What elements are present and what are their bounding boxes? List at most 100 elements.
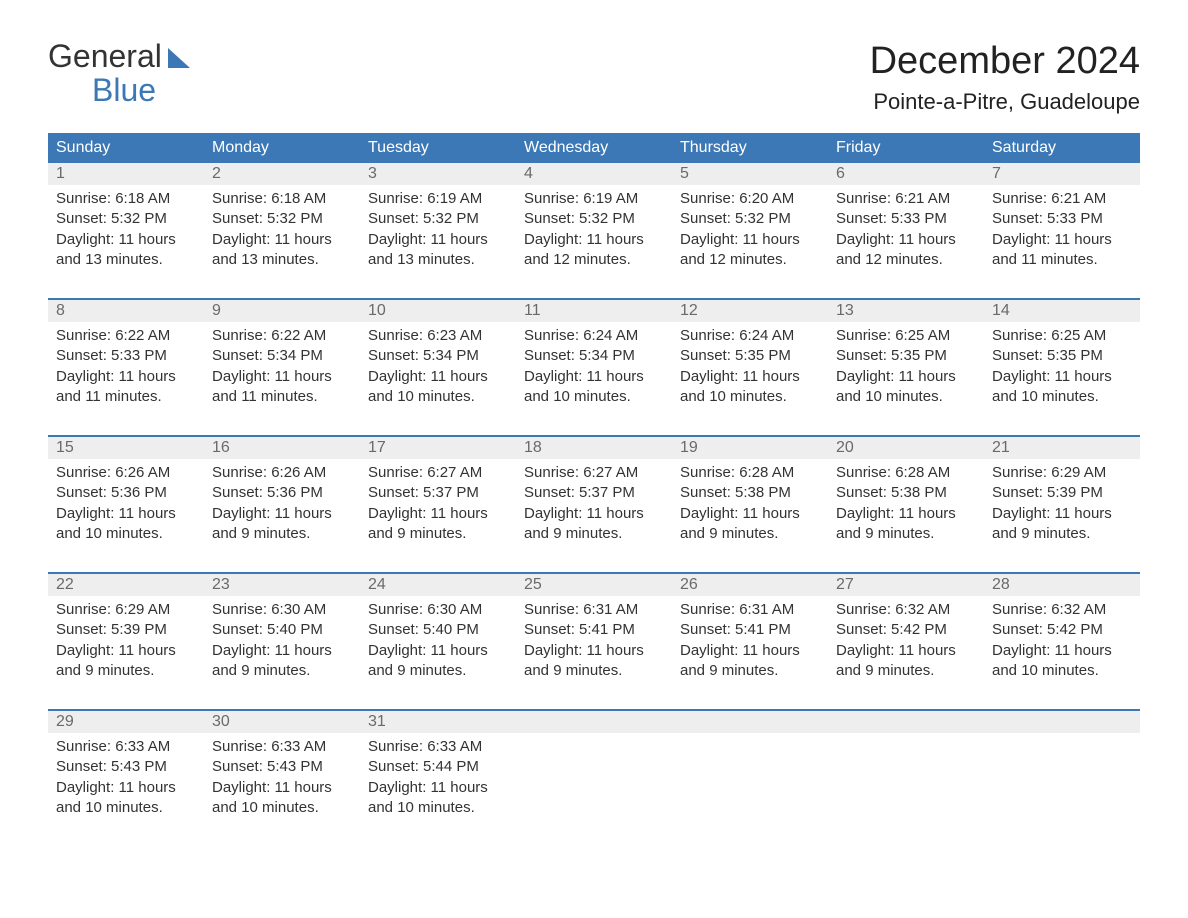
- day-number-cell: 28: [984, 574, 1140, 596]
- day-info-row: Sunrise: 6:22 AMSunset: 5:33 PMDaylight:…: [48, 322, 1140, 436]
- day-info-cell: Sunrise: 6:18 AMSunset: 5:32 PMDaylight:…: [204, 185, 360, 299]
- day-info-cell: Sunrise: 6:24 AMSunset: 5:35 PMDaylight:…: [672, 322, 828, 436]
- flag-icon: [168, 46, 192, 68]
- daylight-line: Daylight: 11 hours and 9 minutes.: [212, 504, 352, 545]
- day-info-cell: Sunrise: 6:19 AMSunset: 5:32 PMDaylight:…: [516, 185, 672, 299]
- sunset-line: Sunset: 5:37 PM: [524, 483, 664, 503]
- daylight-line: Daylight: 11 hours and 11 minutes.: [992, 230, 1132, 271]
- sunset-line: Sunset: 5:36 PM: [212, 483, 352, 503]
- day-header: Sunday: [48, 133, 204, 163]
- day-info-cell: [516, 733, 672, 846]
- sunrise-line: Sunrise: 6:19 AM: [368, 189, 508, 209]
- daylight-line: Daylight: 11 hours and 11 minutes.: [212, 367, 352, 408]
- daylight-line: Daylight: 11 hours and 9 minutes.: [836, 641, 976, 682]
- day-number-cell: 1: [48, 163, 204, 185]
- day-info-cell: [828, 733, 984, 846]
- day-info-cell: Sunrise: 6:22 AMSunset: 5:33 PMDaylight:…: [48, 322, 204, 436]
- daylight-line: Daylight: 11 hours and 13 minutes.: [56, 230, 196, 271]
- sunrise-line: Sunrise: 6:22 AM: [56, 326, 196, 346]
- day-info-cell: Sunrise: 6:18 AMSunset: 5:32 PMDaylight:…: [48, 185, 204, 299]
- day-info-cell: Sunrise: 6:27 AMSunset: 5:37 PMDaylight:…: [516, 459, 672, 573]
- daylight-line: Daylight: 11 hours and 9 minutes.: [992, 504, 1132, 545]
- day-info-cell: Sunrise: 6:21 AMSunset: 5:33 PMDaylight:…: [828, 185, 984, 299]
- day-number-cell: 20: [828, 437, 984, 459]
- day-info-cell: Sunrise: 6:24 AMSunset: 5:34 PMDaylight:…: [516, 322, 672, 436]
- title-block: December 2024 Pointe-a-Pitre, Guadeloupe: [870, 40, 1140, 115]
- daylight-line: Daylight: 11 hours and 11 minutes.: [56, 367, 196, 408]
- day-number-cell: 19: [672, 437, 828, 459]
- daylight-line: Daylight: 11 hours and 10 minutes.: [992, 641, 1132, 682]
- daylight-line: Daylight: 11 hours and 12 minutes.: [836, 230, 976, 271]
- sunset-line: Sunset: 5:42 PM: [992, 620, 1132, 640]
- day-number-cell: 10: [360, 300, 516, 322]
- sunrise-line: Sunrise: 6:20 AM: [680, 189, 820, 209]
- sunset-line: Sunset: 5:42 PM: [836, 620, 976, 640]
- sunset-line: Sunset: 5:39 PM: [992, 483, 1132, 503]
- sunset-line: Sunset: 5:38 PM: [680, 483, 820, 503]
- day-header-row: SundayMondayTuesdayWednesdayThursdayFrid…: [48, 133, 1140, 163]
- daylight-line: Daylight: 11 hours and 9 minutes.: [212, 641, 352, 682]
- daylight-line: Daylight: 11 hours and 12 minutes.: [524, 230, 664, 271]
- sunrise-line: Sunrise: 6:27 AM: [368, 463, 508, 483]
- day-number-cell: [516, 711, 672, 733]
- day-info-cell: Sunrise: 6:26 AMSunset: 5:36 PMDaylight:…: [48, 459, 204, 573]
- daylight-line: Daylight: 11 hours and 9 minutes.: [524, 504, 664, 545]
- sunrise-line: Sunrise: 6:33 AM: [368, 737, 508, 757]
- sunset-line: Sunset: 5:43 PM: [56, 757, 196, 777]
- brand-logo: General Blue: [48, 40, 192, 107]
- day-info-cell: Sunrise: 6:20 AMSunset: 5:32 PMDaylight:…: [672, 185, 828, 299]
- daylight-line: Daylight: 11 hours and 10 minutes.: [56, 504, 196, 545]
- sunset-line: Sunset: 5:32 PM: [56, 209, 196, 229]
- sunrise-line: Sunrise: 6:30 AM: [368, 600, 508, 620]
- day-info-cell: [984, 733, 1140, 846]
- sunrise-line: Sunrise: 6:25 AM: [836, 326, 976, 346]
- sunset-line: Sunset: 5:34 PM: [524, 346, 664, 366]
- sunrise-line: Sunrise: 6:28 AM: [680, 463, 820, 483]
- calendar-thead: SundayMondayTuesdayWednesdayThursdayFrid…: [48, 133, 1140, 163]
- sunrise-line: Sunrise: 6:28 AM: [836, 463, 976, 483]
- location-label: Pointe-a-Pitre, Guadeloupe: [870, 89, 1140, 115]
- day-number-cell: 25: [516, 574, 672, 596]
- day-number-cell: 4: [516, 163, 672, 185]
- day-info-cell: Sunrise: 6:27 AMSunset: 5:37 PMDaylight:…: [360, 459, 516, 573]
- day-number-cell: 29: [48, 711, 204, 733]
- sunrise-line: Sunrise: 6:18 AM: [212, 189, 352, 209]
- page-header: General Blue December 2024 Pointe-a-Pitr…: [48, 40, 1140, 115]
- day-number-cell: 5: [672, 163, 828, 185]
- sunset-line: Sunset: 5:36 PM: [56, 483, 196, 503]
- day-number-cell: 7: [984, 163, 1140, 185]
- daylight-line: Daylight: 11 hours and 10 minutes.: [368, 778, 508, 819]
- day-number-cell: 26: [672, 574, 828, 596]
- sunset-line: Sunset: 5:41 PM: [524, 620, 664, 640]
- sunset-line: Sunset: 5:38 PM: [836, 483, 976, 503]
- sunset-line: Sunset: 5:34 PM: [368, 346, 508, 366]
- day-number-cell: 24: [360, 574, 516, 596]
- sunrise-line: Sunrise: 6:32 AM: [992, 600, 1132, 620]
- sunset-line: Sunset: 5:33 PM: [56, 346, 196, 366]
- day-info-cell: Sunrise: 6:33 AMSunset: 5:43 PMDaylight:…: [48, 733, 204, 846]
- day-info-cell: Sunrise: 6:23 AMSunset: 5:34 PMDaylight:…: [360, 322, 516, 436]
- month-title: December 2024: [870, 40, 1140, 83]
- day-number-row: 293031: [48, 711, 1140, 733]
- day-info-row: Sunrise: 6:18 AMSunset: 5:32 PMDaylight:…: [48, 185, 1140, 299]
- sunset-line: Sunset: 5:32 PM: [680, 209, 820, 229]
- day-number-cell: 23: [204, 574, 360, 596]
- calendar-body: 1234567Sunrise: 6:18 AMSunset: 5:32 PMDa…: [48, 163, 1140, 846]
- brand-bottom: Blue: [92, 74, 192, 108]
- sunset-line: Sunset: 5:33 PM: [992, 209, 1132, 229]
- day-number-row: 891011121314: [48, 300, 1140, 322]
- sunset-line: Sunset: 5:32 PM: [212, 209, 352, 229]
- sunset-line: Sunset: 5:40 PM: [368, 620, 508, 640]
- day-info-cell: Sunrise: 6:25 AMSunset: 5:35 PMDaylight:…: [828, 322, 984, 436]
- day-number-cell: 12: [672, 300, 828, 322]
- daylight-line: Daylight: 11 hours and 9 minutes.: [680, 504, 820, 545]
- day-header: Tuesday: [360, 133, 516, 163]
- daylight-line: Daylight: 11 hours and 13 minutes.: [212, 230, 352, 271]
- sunrise-line: Sunrise: 6:29 AM: [56, 600, 196, 620]
- day-number-cell: 15: [48, 437, 204, 459]
- daylight-line: Daylight: 11 hours and 10 minutes.: [368, 367, 508, 408]
- sunrise-line: Sunrise: 6:23 AM: [368, 326, 508, 346]
- day-number-cell: 18: [516, 437, 672, 459]
- sunrise-line: Sunrise: 6:18 AM: [56, 189, 196, 209]
- day-number-cell: 9: [204, 300, 360, 322]
